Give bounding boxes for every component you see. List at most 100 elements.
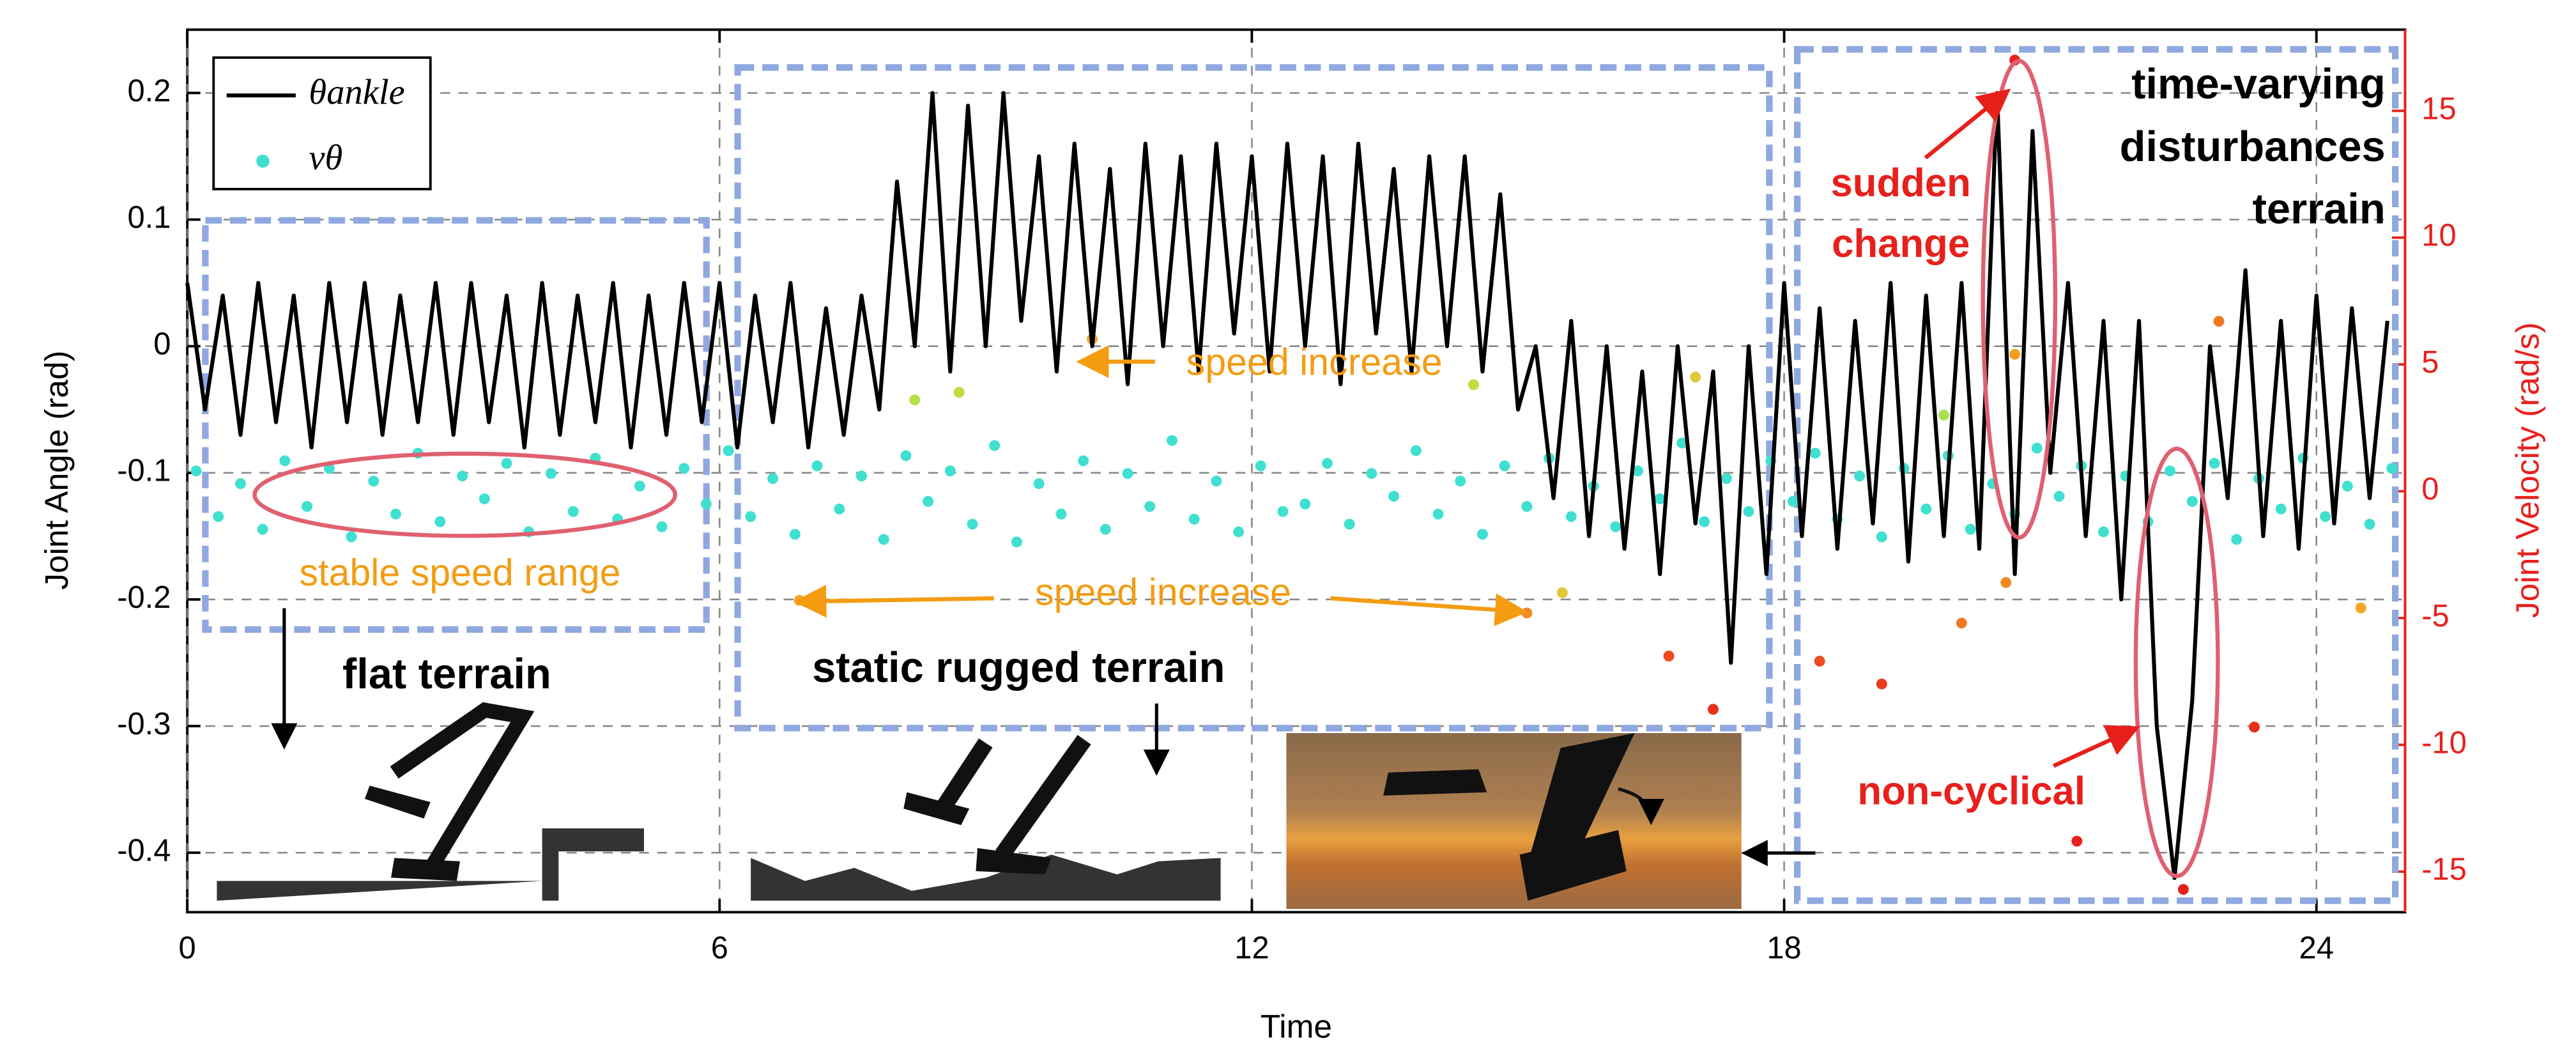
scatter-point	[279, 455, 291, 467]
scatter-point	[1521, 607, 1533, 619]
scatter-point	[700, 498, 712, 509]
scatter-point	[1344, 518, 1355, 530]
insets	[217, 702, 1742, 909]
scatter-point	[213, 511, 224, 522]
leg-figure	[390, 702, 535, 879]
y-tick-label: 0.2	[128, 73, 171, 108]
annotation: change	[1832, 222, 1970, 266]
annotation: static rugged terrain	[812, 644, 1225, 692]
scatter-point	[1814, 655, 1825, 667]
legend: θankle vθ	[212, 56, 432, 190]
legend-box	[212, 56, 432, 190]
legend-label: θankle	[309, 72, 404, 112]
scatter-point	[2231, 534, 2242, 545]
scatter-point	[1956, 617, 1967, 629]
scatter-point	[1410, 445, 1422, 456]
scatter-point	[2355, 602, 2366, 614]
annotation: speed increase	[1186, 341, 1443, 383]
x-tick-label: 24	[2299, 931, 2334, 965]
scatter-point	[1188, 513, 1200, 525]
scatter-point	[457, 470, 468, 482]
scatter-point	[567, 506, 579, 517]
scatter-point	[2071, 835, 2083, 847]
y2-tick-label: -15	[2421, 853, 2467, 887]
scatter-point	[1876, 531, 1887, 543]
scatter-point	[678, 463, 690, 474]
scatter-point	[1144, 500, 1156, 512]
scatter-point	[1388, 491, 1400, 502]
scatter-point	[2186, 495, 2198, 507]
scatter-point	[434, 516, 446, 527]
scatter-point	[1938, 410, 1949, 421]
annotation: time-varying	[2131, 60, 2385, 108]
scatter-point	[1690, 371, 1701, 383]
y-tick-label: -0.2	[117, 580, 171, 615]
scatter-point	[900, 450, 912, 461]
scatter-point	[1476, 529, 1488, 540]
scatter-point	[1556, 587, 1568, 598]
scatter-point	[789, 529, 801, 540]
scatter-point	[545, 468, 556, 479]
y2-tick-label: 0	[2421, 472, 2439, 507]
foot-figure	[364, 785, 460, 881]
line-series	[185, 91, 2389, 880]
scatter-point	[2097, 526, 2109, 538]
scatter-point	[1366, 468, 1377, 479]
y2-axis-label: Joint Velocity (rad/s)	[2509, 322, 2546, 618]
foot-figure	[903, 792, 1052, 875]
scatter-point	[967, 518, 978, 530]
scatter-point	[2386, 463, 2398, 474]
scatter-point	[1876, 678, 1887, 690]
scatter-point	[2209, 458, 2220, 469]
scatter-point	[190, 465, 202, 477]
scatter-point	[234, 478, 246, 490]
x-axis-label: Time	[1261, 1007, 1332, 1044]
y2-tick-label: 5	[2421, 345, 2439, 380]
annotation: stable speed range	[300, 551, 621, 594]
scatter-point	[745, 511, 756, 522]
scatter-point	[1610, 521, 1621, 532]
scatter-point	[257, 523, 268, 535]
scatter-point	[2009, 348, 2021, 360]
scatter-point	[1432, 508, 1444, 520]
y-tick-label: -0.4	[117, 833, 171, 868]
scatter-point	[1787, 495, 1798, 507]
annotation: sudden	[1830, 161, 1970, 205]
scatter-point	[923, 495, 934, 507]
scatter-point	[767, 473, 779, 484]
leg-figure	[937, 734, 1091, 860]
region-box	[734, 64, 1773, 732]
scatter-point	[1920, 503, 1932, 514]
scatter-point	[2031, 442, 2043, 454]
scatter-point	[723, 445, 734, 456]
scatter-point	[1565, 511, 1577, 522]
scatter-point	[1166, 435, 1177, 446]
y2-tick-label: 10	[2421, 219, 2456, 253]
scatter-point	[1055, 508, 1067, 520]
scatter-point	[1809, 447, 1821, 459]
scatter-point	[2364, 518, 2375, 530]
scatter-point	[656, 521, 668, 532]
scatter-point	[479, 493, 490, 504]
foot-figure	[1383, 733, 1635, 901]
scatter-point	[944, 465, 956, 477]
scatter-point	[1321, 458, 1333, 469]
scatter-point	[909, 394, 921, 406]
y2-tick-label: 15	[2421, 91, 2456, 126]
scatter-point	[2000, 576, 2012, 588]
arrow	[1924, 88, 2011, 160]
arrow	[793, 584, 994, 618]
rotation-arrow	[1618, 787, 1664, 825]
highlight-ellipse	[1981, 59, 2058, 540]
scatter-point	[1663, 651, 1675, 662]
terrain-flat	[217, 828, 644, 901]
scatter-point	[1211, 476, 1222, 487]
arrow	[2052, 725, 2140, 768]
overlay: speed increase stable speed range speed in…	[252, 59, 2386, 878]
y2-tick-label: -5	[2421, 599, 2449, 633]
annotation: terrain	[2253, 185, 2386, 233]
scatter-point	[989, 440, 1000, 451]
y-tick-label: 0	[153, 327, 171, 362]
